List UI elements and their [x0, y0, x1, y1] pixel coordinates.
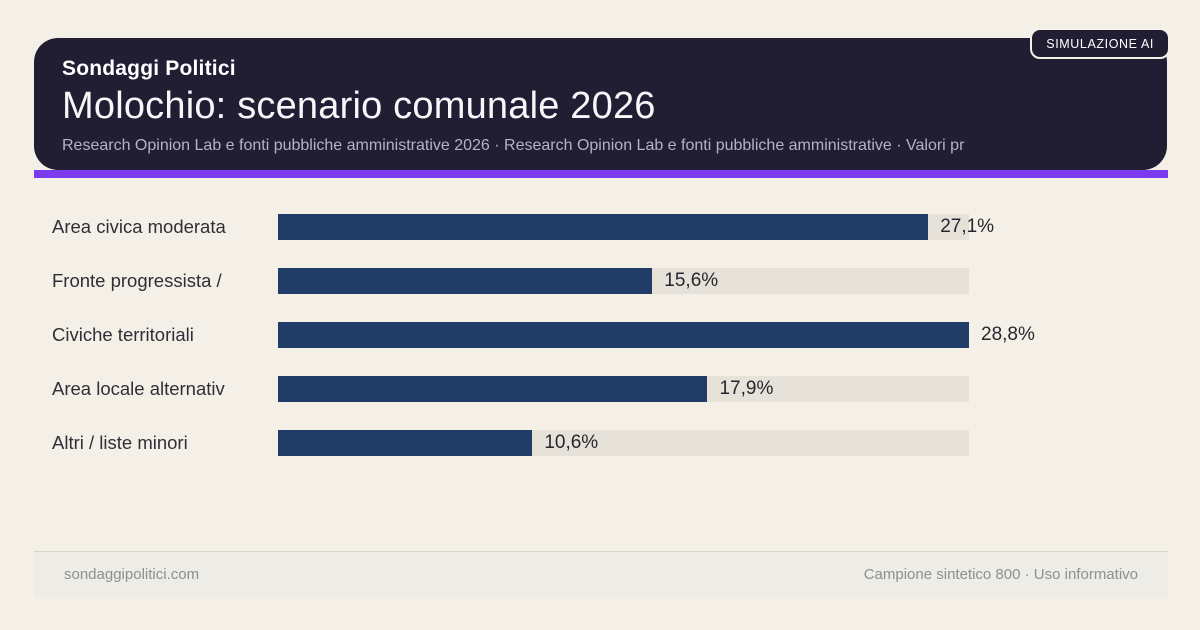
chart-row: Area civica moderata 27,1% [52, 214, 994, 240]
bar [278, 268, 653, 294]
chart-row: Altri / liste minori 10,6% [52, 430, 969, 456]
chart-row: Civiche territoriali 28,8% [52, 322, 1035, 348]
bar [278, 430, 533, 456]
bar-area: 17,9% [278, 376, 969, 402]
accent-bar [34, 170, 1168, 178]
footer-site: sondaggipolitici.com [64, 566, 200, 583]
value-label: 17,9% [719, 378, 774, 399]
bar-area: 10,6% [278, 430, 969, 456]
value-label: 10,6% [544, 432, 599, 453]
header-card: Sondaggi Politici Molochio: scenario com… [34, 38, 1167, 170]
simulation-badge-label: SIMULAZIONE AI [1046, 36, 1154, 51]
chart-row: Fronte progressista / 15,6% [52, 268, 969, 294]
bar-area: 15,6% [278, 268, 969, 294]
value-label: 15,6% [664, 270, 719, 291]
footer-note: Campione sintetico 800 · Uso informativo [863, 566, 1138, 583]
bar-chart: Area civica moderata 27,1% Fronte progre… [52, 214, 1035, 456]
value-label: 28,8% [981, 324, 1035, 345]
category-label: Fronte progressista / [52, 270, 222, 291]
category-label: Area locale alternativ [52, 378, 225, 399]
bar-area: 27,1% [278, 214, 994, 240]
bar [278, 322, 969, 348]
bar [278, 214, 929, 240]
page-subtitle: Research Opinion Lab e fonti pubbliche a… [62, 137, 965, 154]
bar-area: 28,8% [278, 322, 1035, 348]
page-title: Molochio: scenario comunale 2026 [62, 85, 656, 127]
bar [278, 376, 708, 402]
chart-row: Area locale alternativ 17,9% [52, 376, 969, 402]
simulation-badge: SIMULAZIONE AI [1030, 28, 1170, 59]
category-label: Altri / liste minori [52, 432, 188, 453]
value-label: 27,1% [940, 216, 995, 237]
site-kicker: Sondaggi Politici [62, 57, 236, 80]
category-label: Civiche territoriali [52, 324, 194, 345]
footer: sondaggipolitici.com Campione sintetico … [34, 551, 1168, 597]
category-label: Area civica moderata [52, 216, 226, 237]
